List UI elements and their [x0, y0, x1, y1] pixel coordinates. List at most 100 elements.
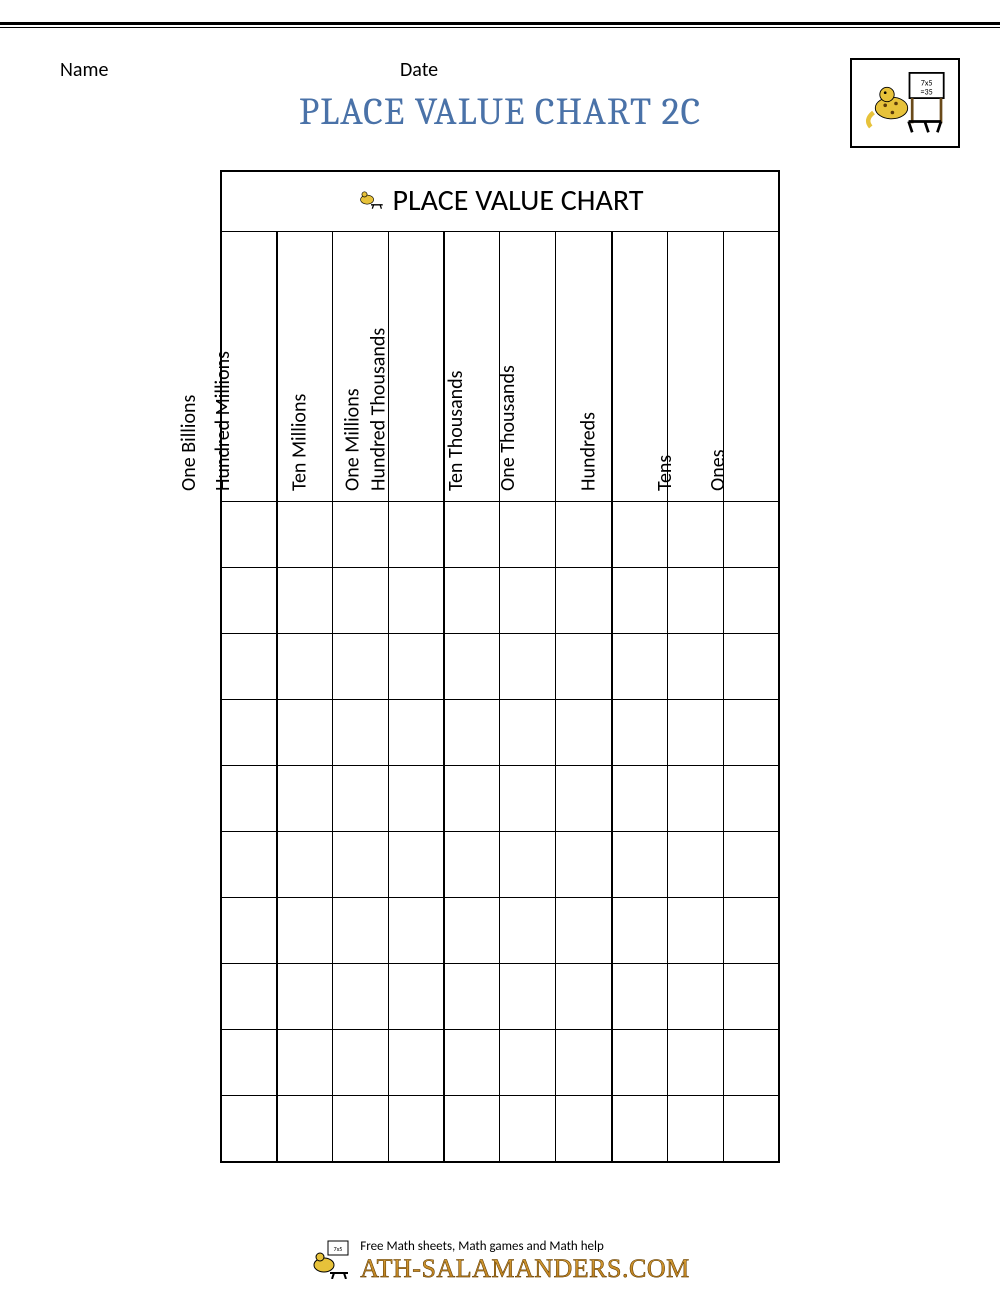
table-cell [333, 700, 389, 766]
table-cell [667, 964, 723, 1030]
column-header-label: One Thousands [497, 365, 521, 491]
place-value-chart: PLACE VALUE CHARTOne BillionsHundred Mil… [220, 170, 780, 1163]
table-cell [444, 1030, 500, 1096]
table-cell [612, 634, 668, 700]
table-cell [333, 1096, 389, 1162]
table-cell [277, 568, 333, 634]
table-cell [612, 898, 668, 964]
table-cell [500, 700, 556, 766]
table-cell [667, 502, 723, 568]
table-cell [556, 1030, 612, 1096]
table-cell [388, 502, 444, 568]
table-cell [277, 898, 333, 964]
column-header-label: Ten Thousands [444, 371, 468, 492]
table-cell [333, 832, 389, 898]
brand-logo-box: 7x5 =35 [850, 58, 960, 148]
table-cell [277, 502, 333, 568]
table-cell [388, 898, 444, 964]
table-cell [723, 700, 779, 766]
svg-text:=35: =35 [920, 87, 932, 97]
table-cell [667, 898, 723, 964]
table-cell [723, 766, 779, 832]
table-cell [556, 568, 612, 634]
table-cell [388, 568, 444, 634]
table-cell [667, 1030, 723, 1096]
column-header-label: Hundred Thousands [367, 328, 391, 491]
column-header-label: One Billions [177, 395, 201, 491]
chart-title-logo-icon [357, 182, 385, 219]
table-cell [333, 964, 389, 1030]
column-header-label: Hundred Millions [211, 351, 235, 491]
table-cell [388, 1030, 444, 1096]
table-cell [667, 832, 723, 898]
column-header: Ones [723, 232, 779, 502]
table-cell [612, 700, 668, 766]
table-cell [221, 1030, 277, 1096]
table-cell [333, 898, 389, 964]
table-cell [723, 568, 779, 634]
table-cell [221, 898, 277, 964]
table-cell [556, 766, 612, 832]
table-cell [444, 502, 500, 568]
footer-logo-icon: 7x5 [310, 1239, 350, 1284]
table-cell [221, 634, 277, 700]
table-cell [500, 766, 556, 832]
table-cell [333, 1030, 389, 1096]
table-cell [612, 502, 668, 568]
worksheet-header: Name Date [60, 58, 940, 82]
table-cell [333, 568, 389, 634]
table-cell [388, 766, 444, 832]
table-cell [612, 568, 668, 634]
table-cell [667, 700, 723, 766]
table-cell [500, 1096, 556, 1162]
table-cell [723, 502, 779, 568]
table-cell [444, 766, 500, 832]
column-header-label: Tens [653, 455, 677, 491]
table-cell [221, 964, 277, 1030]
table-cell [500, 502, 556, 568]
table-cell [612, 832, 668, 898]
table-cell [444, 568, 500, 634]
svg-text:7x5: 7x5 [334, 1245, 343, 1253]
table-cell [500, 832, 556, 898]
table-cell [556, 502, 612, 568]
table-cell [221, 502, 277, 568]
table-cell [556, 832, 612, 898]
column-header-label: Hundreds [576, 412, 600, 491]
date-label: Date [400, 58, 438, 82]
table-cell [500, 568, 556, 634]
table-cell [444, 634, 500, 700]
table-cell [667, 766, 723, 832]
table-cell [500, 1030, 556, 1096]
table-cell [556, 1096, 612, 1162]
table-cell [723, 634, 779, 700]
table-cell [333, 766, 389, 832]
table-cell [444, 700, 500, 766]
footer-site: ATH-SALAMANDERS.COM [360, 1254, 689, 1284]
table-cell [500, 898, 556, 964]
page-top-rule [0, 22, 1000, 28]
table-cell [667, 1096, 723, 1162]
salamander-logo-icon: 7x5 =35 [860, 66, 950, 141]
table-cell [723, 898, 779, 964]
table-cell [221, 832, 277, 898]
table-cell [388, 1096, 444, 1162]
table-cell [723, 964, 779, 1030]
table-cell [612, 964, 668, 1030]
column-header-label: Ones [706, 449, 730, 491]
table-cell [723, 1096, 779, 1162]
table-cell [556, 964, 612, 1030]
table-cell [277, 964, 333, 1030]
table-cell [277, 700, 333, 766]
table-cell [444, 964, 500, 1030]
table-cell [388, 700, 444, 766]
table-cell [221, 1096, 277, 1162]
footer-text: Free Math sheets, Math games and Math he… [360, 1239, 689, 1284]
table-cell [277, 1096, 333, 1162]
chart-title-text: PLACE VALUE CHART [393, 182, 644, 219]
table-cell [221, 700, 277, 766]
column-header-label: Ten Millions [288, 394, 312, 491]
table-cell [612, 1030, 668, 1096]
table-cell [444, 898, 500, 964]
table-cell [388, 634, 444, 700]
